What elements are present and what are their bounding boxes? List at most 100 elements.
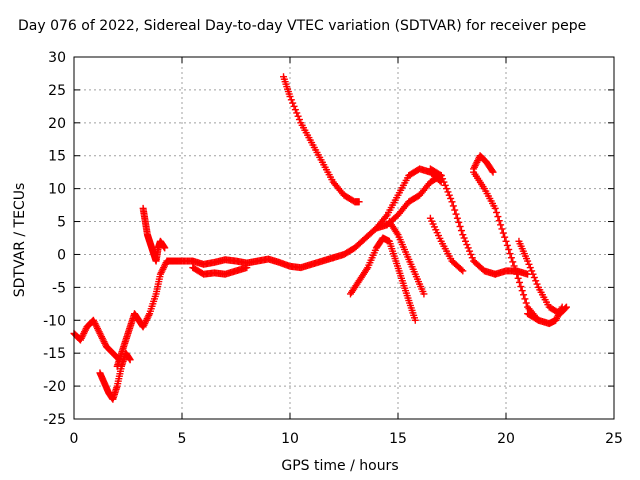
data-point-arc-7 xyxy=(293,109,301,117)
chart-title: Day 076 of 2022, Sidereal Day-to-day VTE… xyxy=(18,18,587,34)
data-point-arc-18 xyxy=(558,303,566,311)
x-tick-label: 25 xyxy=(605,431,623,447)
data-point-arc-12 xyxy=(448,198,456,206)
data-point-arc-13 xyxy=(459,267,467,275)
data-point-arc-14 xyxy=(520,291,528,299)
data-point-arc-14 xyxy=(509,258,517,266)
data-point-arc-15 xyxy=(489,168,497,176)
data-point-arc-14 xyxy=(506,250,514,258)
data-point-arc-12 xyxy=(451,206,459,214)
data-point-arc-14 xyxy=(522,299,530,307)
data-point-arc-12 xyxy=(464,244,472,252)
data-point-arc-12 xyxy=(455,218,463,226)
data-point-arc-17 xyxy=(562,304,570,312)
data-point-arc-12 xyxy=(444,188,452,196)
data-point-arc-10 xyxy=(411,316,419,324)
data-point-arc-14 xyxy=(505,246,513,254)
y-tick-label: 15 xyxy=(48,149,66,165)
x-tick-label: 20 xyxy=(497,431,515,447)
data-point-arc-14 xyxy=(501,233,509,241)
data-point-arc-12 xyxy=(467,250,475,258)
data-point-arc-14 xyxy=(497,221,505,229)
data-point-arc-7 xyxy=(286,92,294,100)
y-tick-label: 10 xyxy=(48,182,66,198)
y-tick-label: -20 xyxy=(43,379,66,395)
data-point-arc-14 xyxy=(493,208,501,216)
data-point-arc-7 xyxy=(355,198,363,206)
data-point-arc-7 xyxy=(287,96,295,104)
data-point-arc-14 xyxy=(507,254,515,262)
data-point-arc-12 xyxy=(443,185,451,193)
data-point-arc-12 xyxy=(441,181,449,189)
y-tick-label: -10 xyxy=(43,313,66,329)
data-point-arc-12 xyxy=(459,231,467,239)
data-point-arc-11 xyxy=(420,290,428,298)
data-point-arc-15 xyxy=(488,167,496,175)
plot-frame xyxy=(73,56,615,420)
y-tick-label: -5 xyxy=(52,280,66,296)
data-point-arc-17 xyxy=(524,257,532,265)
data-point-arc-14 xyxy=(494,213,502,221)
data-point-arc-17 xyxy=(528,267,536,275)
data-point-arc-7 xyxy=(295,116,303,124)
y-tick-label: 30 xyxy=(48,50,66,66)
y-tick-label: -15 xyxy=(43,346,66,362)
data-point-arc-17 xyxy=(532,277,540,285)
y-tick-label: -25 xyxy=(43,412,66,428)
x-tick-label: 15 xyxy=(389,431,407,447)
data-point-arc-12 xyxy=(439,175,447,183)
data-point-arc-12 xyxy=(447,195,455,203)
data-point-arc-7 xyxy=(291,106,299,114)
data-point-arc-14 xyxy=(503,241,511,249)
data-point-arc-12 xyxy=(452,210,460,218)
y-tick-label: 0 xyxy=(57,247,66,263)
data-point-arc-14 xyxy=(499,229,507,237)
data-point-arc-12 xyxy=(436,171,444,179)
data-point-arc-17 xyxy=(526,264,534,272)
data-point-arc-12 xyxy=(463,241,471,249)
data-point-arc-14 xyxy=(491,204,499,212)
data-point-arc-6 xyxy=(243,264,251,272)
data-point-arc-12 xyxy=(440,178,448,186)
x-tick-label: 5 xyxy=(178,431,187,447)
data-point-arc-12 xyxy=(466,247,474,255)
data-point-arc-12 xyxy=(449,202,457,210)
data-point-arc-17 xyxy=(529,270,537,278)
data-point-arc-12 xyxy=(462,237,469,245)
data-point-arc-4 xyxy=(161,244,169,252)
data-point-arc-13 xyxy=(457,266,465,274)
data-point-arc-14 xyxy=(502,237,510,245)
data-point-arc-14 xyxy=(514,274,522,282)
y-tick-label: 25 xyxy=(48,83,66,99)
data-point-arc-17 xyxy=(533,280,541,288)
data-point-arc-12 xyxy=(437,171,445,179)
axis-ticks xyxy=(73,56,615,420)
data-point-arc-14 xyxy=(518,287,526,295)
data-point-arc-7 xyxy=(289,99,297,107)
x-axis-label: GPS time / hours xyxy=(281,458,399,474)
data-point-arc-12 xyxy=(456,222,464,230)
data-point-arc-17 xyxy=(525,260,533,268)
grid-lines xyxy=(74,57,614,419)
data-point-arc-12 xyxy=(445,191,453,199)
data-point-arc-14 xyxy=(516,278,523,286)
tick-labels: 0 5 10 15 20 25 -25 -20 -15 -10 -5 0 5 10 15 20 25 30 xyxy=(43,50,623,447)
data-point-arc-2 xyxy=(126,356,134,364)
data-point-arc-12 xyxy=(460,234,468,242)
y-tick-label: 5 xyxy=(57,215,66,231)
data-point-arc-14 xyxy=(495,217,503,225)
data-point-arc-7 xyxy=(290,102,298,110)
data-point-arc-14 xyxy=(498,225,506,233)
data-points xyxy=(70,73,570,403)
data-point-arc-17 xyxy=(530,273,538,281)
data-point-arc-14 xyxy=(517,283,525,291)
data-point-arc-12 xyxy=(457,227,465,235)
y-tick-label: 20 xyxy=(48,116,66,132)
data-point-arc-12 xyxy=(453,214,461,222)
data-point-arc-12 xyxy=(468,254,476,262)
data-point-arc-14 xyxy=(521,295,529,303)
x-tick-label: 10 xyxy=(281,431,299,447)
data-point-arc-7 xyxy=(294,112,302,120)
x-tick-label: 0 xyxy=(70,431,79,447)
